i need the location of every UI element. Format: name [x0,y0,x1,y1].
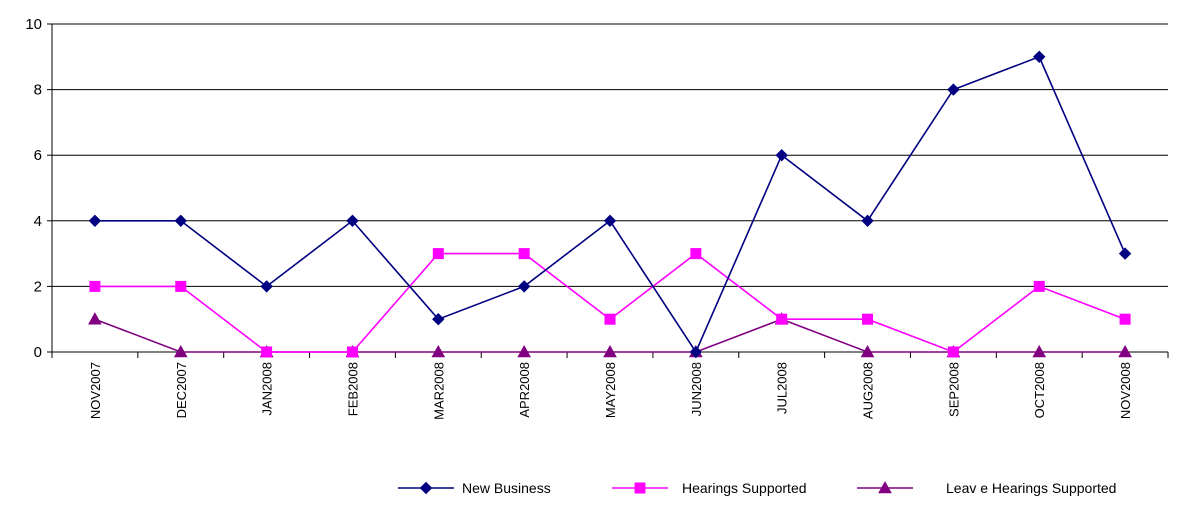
gridlines [52,23,1168,353]
legend: New Business Hearings Supported Leav e Hea… [398,480,1116,496]
data-point-0-3 [346,214,359,228]
x-tick-label: JUN2008 [689,362,704,416]
data-point-0-11 [1033,50,1046,64]
data-point-1-6 [604,313,616,325]
y-tick-label: 0 [34,344,42,361]
legend-label: Hearings Supported [682,480,807,496]
y-tick-label: 2 [34,278,42,295]
data-point-0-6 [603,214,617,228]
x-tick-label: SEP2008 [946,362,961,417]
data-point-0-1 [174,214,187,228]
series-0 [88,50,1132,359]
x-tick-label: FEB2008 [345,362,360,416]
data-point-1-0 [89,280,101,292]
axes: 0 2 4 6 8 10 NOV2007 DEC2007 JAN2008 FEB2008 MAR20… [25,16,1169,420]
data-point-0-9 [861,214,874,228]
data-point-2-4 [431,344,446,358]
legend-item-2: Leav e Hearings Supported [857,480,1116,496]
legend-item-1: Hearings Supported [612,480,807,496]
data-point-0-12 [1118,247,1132,260]
data-point-2-0 [88,312,102,325]
data-point-2-6 [603,344,617,358]
x-tick-label: MAR2008 [431,362,446,420]
x-tick-label: JAN2008 [260,362,275,415]
x-tick-label: NOV2007 [88,362,103,419]
x-tick-label: AUG2008 [861,362,876,419]
data-point-1-9 [862,313,874,325]
y-tick-label: 4 [34,213,42,230]
series-line-1 [94,252,1126,353]
y-tick-label: 8 [34,82,42,99]
data-point-0-7 [689,345,703,359]
x-tick-label: JUL2008 [775,362,790,414]
legend-marker [419,481,433,495]
x-tick-label: OCT2008 [1032,362,1047,418]
data-point-1-12 [1119,313,1131,325]
data-point-2-11 [1032,344,1047,358]
data-point-1-2 [261,346,273,358]
data-point-1-1 [175,280,187,292]
data-point-0-8 [775,148,788,162]
data-point-1-10 [947,346,959,358]
data-point-0-5 [517,280,531,293]
legend-label: New Business [462,480,551,496]
legend-item-0: New Business [398,480,551,496]
data-point-1-5 [518,248,530,260]
data-point-1-7 [690,248,702,260]
data-point-1-4 [432,248,444,260]
x-tick-label: DEC2007 [174,362,189,418]
data-point-2-5 [517,344,532,358]
series-line-0 [94,55,1126,354]
legend-marker [878,480,892,494]
x-tick-label: NOV2008 [1118,362,1133,419]
series-group [88,50,1132,359]
data-point-2-9 [860,344,875,358]
data-point-0-2 [260,280,273,293]
data-point-0-4 [432,312,445,326]
data-point-1-3 [346,346,358,358]
data-point-0-10 [947,83,960,96]
series-1 [89,248,1131,358]
x-tick-label: MAY2008 [603,362,618,418]
y-tick-label: 6 [34,147,42,164]
data-point-1-8 [776,313,788,325]
legend-label: Leav e Hearings Supported [946,480,1116,496]
data-point-1-11 [1033,280,1045,292]
legend-marker [634,482,646,494]
data-point-2-12 [1118,344,1132,358]
data-point-2-1 [173,344,188,358]
data-point-0-0 [88,214,102,228]
x-tick-label: APR2008 [517,362,532,418]
y-tick-label: 10 [25,16,42,33]
